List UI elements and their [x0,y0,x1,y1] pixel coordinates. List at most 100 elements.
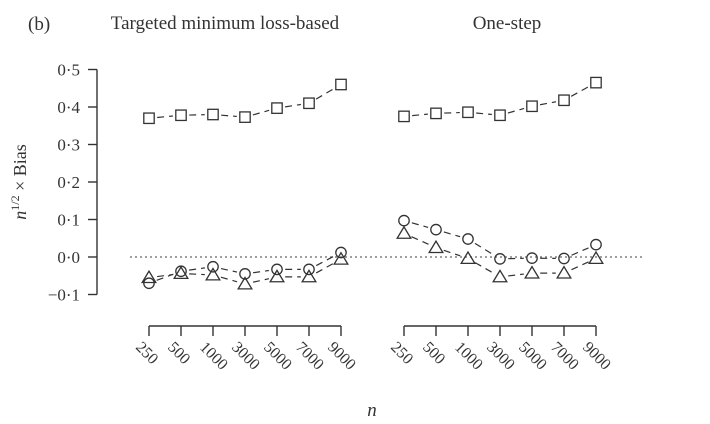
x-tick-label: 500 [419,339,448,368]
circle-marker [526,252,538,264]
y-tick-label: 0·3 [57,136,80,155]
circle-connector [315,255,335,267]
square-connector [252,109,270,116]
y-tick-label: 0·1 [57,211,80,230]
triangle-marker [173,265,189,280]
triangle-connector [443,249,461,257]
y-tick-labels: −0·1 0·0 0·1 0·2 0·3 0·4 0·5 [48,61,81,305]
x-tick-label: 5000 [260,339,295,374]
circle-connector [220,267,238,273]
circle-connector [253,269,269,274]
triangle-connector [315,262,335,274]
circle-connector [474,242,494,256]
triangle-marker [237,276,253,290]
triangle-marker [460,250,476,265]
square-marker [462,106,474,119]
triangle-marker [492,269,508,283]
triangle-connector [508,273,524,277]
square-marker [303,97,315,110]
square-marker [271,102,283,114]
circle-marker [271,263,283,276]
triangle-marker [428,239,444,254]
x-tick-label: 9000 [324,339,359,374]
x-tick-label: 250 [132,339,161,368]
data-marks [141,76,604,290]
circle-connector [189,267,205,271]
x-tick-label: 7000 [292,339,327,374]
y-axis-label-rest: × Bias [10,144,30,195]
triangle-marker [588,250,604,265]
x-tick-label: 3000 [228,339,263,374]
y-axis [88,68,98,296]
panel-title-right: One-step [473,13,542,34]
circle-marker [430,223,442,236]
x-tick-label: 9000 [579,339,614,374]
square-connector [285,103,301,108]
circle-connector [443,231,461,238]
circle-marker [558,252,570,265]
triangle-marker [269,269,285,283]
circle-marker [462,233,474,245]
square-connector [507,107,525,114]
triangle-marker [396,225,412,239]
x-tick-label: 250 [387,339,416,368]
y-axis-label-n: n [10,211,30,220]
triangle-marker [205,267,221,281]
panel-title-left: Targeted minimum loss-based [111,13,340,34]
square-marker [494,109,506,122]
circle-marker [398,214,410,227]
square-marker [558,94,570,107]
circle-marker [143,277,155,290]
y-axis-label-sup: 1/2 [8,195,22,210]
triangle-marker [524,265,540,279]
square-connector [444,111,460,114]
square-connector [476,112,492,116]
square-connector [315,88,335,100]
square-connector [539,101,557,106]
x-tick-label: 7000 [547,339,582,374]
square-connector [412,113,428,117]
square-marker [207,108,219,121]
figure-label: (b) [28,14,50,35]
circle-connector [571,247,589,256]
triangle-connector [252,278,270,283]
y-tick-label: 0·4 [57,98,80,117]
triangle-marker [556,265,572,279]
x-tick-label: 3000 [483,339,518,374]
y-tick-label: −0·1 [48,286,80,305]
triangle-marker [301,269,317,283]
square-marker [239,111,251,123]
y-tick-label: 0·0 [57,248,80,267]
circle-marker [590,238,602,251]
triangle-marker [141,269,157,284]
square-marker [175,109,187,122]
triangle-marker [333,251,349,265]
triangle-connector [571,261,589,271]
circle-marker [239,268,251,280]
triangle-connector [411,236,429,245]
circle-marker [207,260,219,273]
square-marker [398,110,410,123]
circle-marker [494,253,506,265]
triangle-connector [220,276,238,283]
y-tick-label: 0·2 [57,173,80,192]
x-tick-label: 500 [164,339,193,368]
x-tick-label: 1000 [196,339,231,374]
square-marker [430,107,442,120]
x-axis-label: n [367,400,377,421]
circle-connector [411,222,429,228]
triangle-connector [157,273,173,278]
square-connector [157,115,173,119]
x-tick-label: 5000 [515,339,550,374]
circle-marker [335,246,347,259]
triangle-connector [189,273,205,276]
square-marker [590,76,602,89]
y-axis-label: n1/2 × Bias [8,144,30,220]
square-marker [526,100,538,113]
square-connector [570,86,590,97]
square-connector [221,114,237,118]
square-marker [335,78,347,91]
